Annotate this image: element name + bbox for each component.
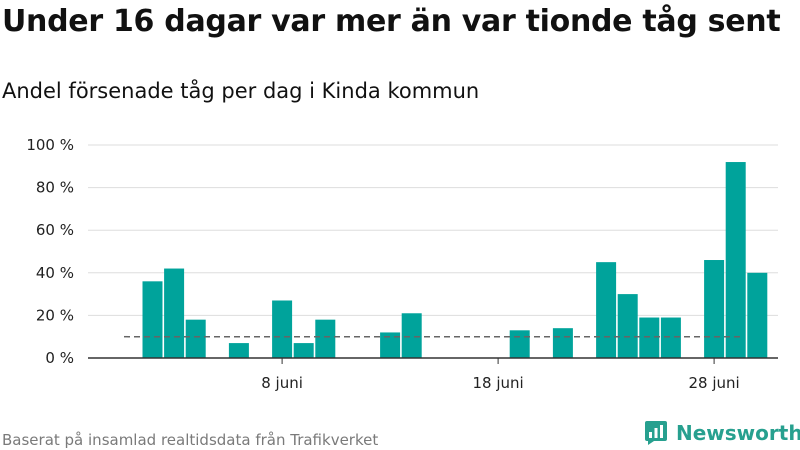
x-axis-ticks: 8 juni 18 juni 28 juni bbox=[261, 358, 740, 392]
bar bbox=[293, 343, 314, 358]
gridlines bbox=[88, 144, 778, 316]
y-tick-label: 80 % bbox=[36, 179, 74, 197]
chart-subtitle: Andel försenade tåg per dag i Kinda komm… bbox=[2, 79, 480, 103]
bar bbox=[164, 268, 185, 358]
y-axis-ticks: 0 % 20 % 40 % 60 % 80 % 100 % bbox=[26, 136, 74, 367]
bar-chart-logo-icon bbox=[645, 421, 667, 445]
bar bbox=[617, 294, 638, 358]
brand-name: Newsworthy bbox=[676, 421, 800, 445]
bar bbox=[660, 317, 681, 358]
bar bbox=[185, 319, 206, 358]
bars bbox=[142, 162, 768, 358]
x-tick-label: 18 juni bbox=[472, 374, 523, 392]
bar bbox=[704, 260, 725, 358]
y-tick-label: 0 % bbox=[45, 349, 74, 367]
y-tick-label: 20 % bbox=[36, 306, 74, 324]
bar bbox=[596, 262, 617, 358]
source-note: Baserat på insamlad realtidsdata från Tr… bbox=[2, 431, 379, 449]
bar bbox=[380, 332, 401, 358]
bar bbox=[228, 343, 249, 358]
x-tick-label: 8 juni bbox=[261, 374, 303, 392]
bar bbox=[509, 330, 530, 358]
bar bbox=[142, 281, 163, 358]
bar bbox=[401, 313, 422, 358]
x-tick-label: 28 juni bbox=[688, 374, 739, 392]
bar bbox=[272, 300, 293, 358]
y-tick-label: 40 % bbox=[36, 264, 74, 282]
bar bbox=[725, 162, 746, 358]
bar bbox=[747, 272, 768, 358]
bar bbox=[639, 317, 660, 358]
brand-logo[interactable]: Newsworthy bbox=[644, 420, 800, 446]
chart-title: Under 16 dagar var mer än var tionde tåg… bbox=[2, 4, 781, 39]
bar bbox=[552, 328, 573, 358]
y-tick-label: 60 % bbox=[36, 221, 74, 239]
y-tick-label: 100 % bbox=[26, 136, 74, 154]
bar bbox=[315, 319, 336, 358]
